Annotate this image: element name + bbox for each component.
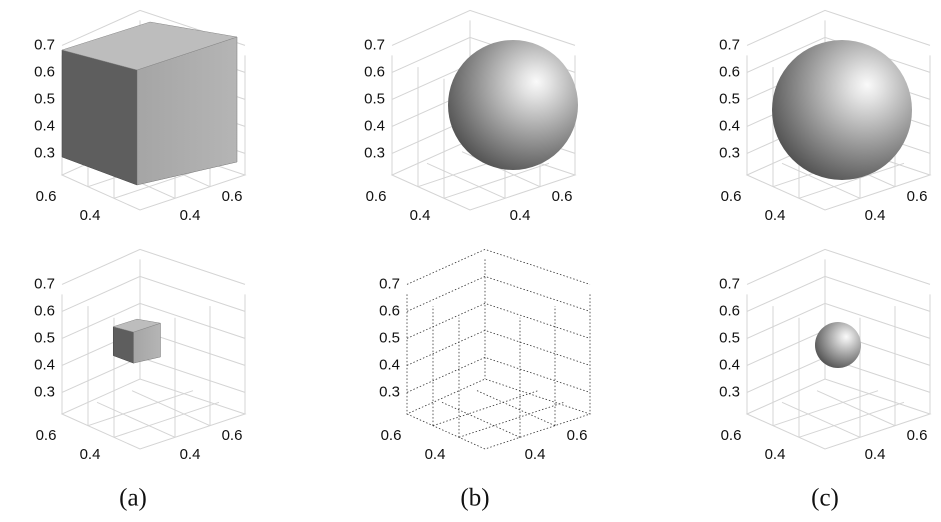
sphere	[772, 40, 912, 180]
y-tick-label: 0.4	[865, 207, 886, 224]
x-tick-label: 0.6	[36, 427, 57, 444]
grid-line	[88, 391, 193, 426]
grid-line	[407, 303, 590, 338]
z-tick-label: 0.7	[379, 275, 400, 292]
plot: 0.7 0.6 0.5 0.4 0.3 0.6 0.4 0.4 0.6	[719, 249, 930, 463]
panel-caption: (b)	[460, 485, 489, 512]
grid-line	[799, 402, 904, 437]
floor	[62, 379, 245, 449]
z-tick-label: 0.4	[719, 356, 740, 373]
grid-line	[62, 276, 245, 311]
z-tick-label: 0.3	[719, 144, 740, 161]
z-tick-label: 0.7	[34, 275, 55, 292]
plot: 0.7 0.6 0.5 0.4 0.3 0.6 0.4 0.4 0.6	[719, 10, 930, 224]
z-tick-label: 0.5	[719, 90, 740, 107]
z-tick-label: 0.4	[34, 117, 55, 134]
x-tick-label: 0.4	[765, 446, 786, 463]
grid-line	[459, 402, 564, 437]
z-tick-label: 0.5	[364, 90, 385, 107]
y-tick-label: 0.4	[510, 207, 531, 224]
plot: 0.7 0.6 0.5 0.4 0.3 0.6 0.4 0.4 0.6	[34, 10, 245, 224]
grid-line	[433, 391, 538, 426]
sphere	[815, 322, 861, 368]
z-tick-label: 0.5	[379, 329, 400, 346]
floor	[747, 379, 930, 449]
z-tick-label: 0.6	[719, 63, 740, 80]
x-tick-label: 0.4	[80, 207, 101, 224]
y-tick-label: 0.6	[552, 188, 573, 205]
z-tick-label: 0.4	[364, 117, 385, 134]
x-tick-label: 0.6	[381, 427, 402, 444]
z-tick-label: 0.4	[34, 356, 55, 373]
grid-line	[747, 249, 930, 284]
z-tick-label: 0.5	[34, 329, 55, 346]
grid-line	[407, 330, 590, 365]
plot: 0.7 0.6 0.5 0.4 0.3 0.6 0.4 0.4 0.6	[379, 249, 590, 463]
grid-line	[62, 357, 245, 392]
grid-line	[132, 391, 210, 426]
x-tick-label: 0.6	[36, 188, 57, 205]
x-tick-label: 0.6	[366, 188, 387, 205]
z-tick-label: 0.7	[719, 275, 740, 292]
grid-line	[407, 276, 590, 311]
grid-line	[62, 249, 245, 284]
cube-face	[113, 327, 133, 363]
plot: 0.7 0.6 0.5 0.4 0.3 0.6 0.4 0.4 0.6	[364, 10, 578, 224]
y-tick-label: 0.6	[907, 188, 928, 205]
y-tick-label: 0.6	[222, 188, 243, 205]
z-tick-label: 0.7	[719, 36, 740, 53]
grid-line	[782, 402, 860, 437]
y-tick-label: 0.6	[222, 427, 243, 444]
y-tick-label: 0.6	[567, 427, 588, 444]
z-tick-label: 0.3	[379, 383, 400, 400]
z-tick-label: 0.7	[364, 36, 385, 53]
x-tick-label: 0.4	[765, 207, 786, 224]
grid-line	[407, 249, 590, 284]
grid-line	[427, 163, 505, 198]
x-tick-label: 0.4	[410, 207, 431, 224]
z-tick-label: 0.6	[364, 63, 385, 80]
grid-line	[97, 402, 175, 437]
z-tick-label: 0.6	[719, 302, 740, 319]
panel-caption: (a)	[119, 485, 147, 512]
z-tick-label: 0.6	[34, 63, 55, 80]
y-tick-label: 0.4	[180, 207, 201, 224]
z-tick-label: 0.3	[364, 144, 385, 161]
z-tick-label: 0.3	[34, 383, 55, 400]
plot: 0.7 0.6 0.5 0.4 0.3 0.6 0.4 0.4 0.6	[34, 249, 245, 463]
z-tick-label: 0.4	[379, 356, 400, 373]
x-tick-label: 0.6	[721, 427, 742, 444]
z-tick-label: 0.3	[719, 383, 740, 400]
y-tick-label: 0.4	[865, 446, 886, 463]
floor	[407, 379, 590, 449]
grid-line	[477, 391, 555, 426]
z-tick-label: 0.3	[34, 144, 55, 161]
z-tick-label: 0.7	[34, 36, 55, 53]
x-tick-label: 0.4	[425, 446, 446, 463]
grid-line	[817, 391, 895, 426]
panel-caption: (c)	[811, 485, 839, 512]
sphere	[448, 40, 578, 170]
grid-line	[444, 163, 549, 198]
y-tick-label: 0.4	[525, 446, 546, 463]
z-tick-label: 0.6	[379, 302, 400, 319]
grid-line	[747, 276, 930, 311]
z-tick-label: 0.4	[719, 117, 740, 134]
figure: (a)0.70.60.50.40.30.60.40.40.60.70.60.50…	[0, 0, 941, 522]
cube-face	[62, 50, 137, 185]
z-tick-label: 0.5	[719, 329, 740, 346]
z-tick-label: 0.5	[34, 90, 55, 107]
x-tick-label: 0.6	[721, 188, 742, 205]
grid-line	[442, 402, 520, 437]
y-tick-label: 0.6	[907, 427, 928, 444]
grid-line	[114, 402, 219, 437]
grid-line	[407, 357, 590, 392]
x-tick-label: 0.4	[80, 446, 101, 463]
grid-line	[773, 391, 878, 426]
grid-line	[392, 10, 575, 45]
y-tick-label: 0.4	[180, 446, 201, 463]
z-tick-label: 0.6	[34, 302, 55, 319]
